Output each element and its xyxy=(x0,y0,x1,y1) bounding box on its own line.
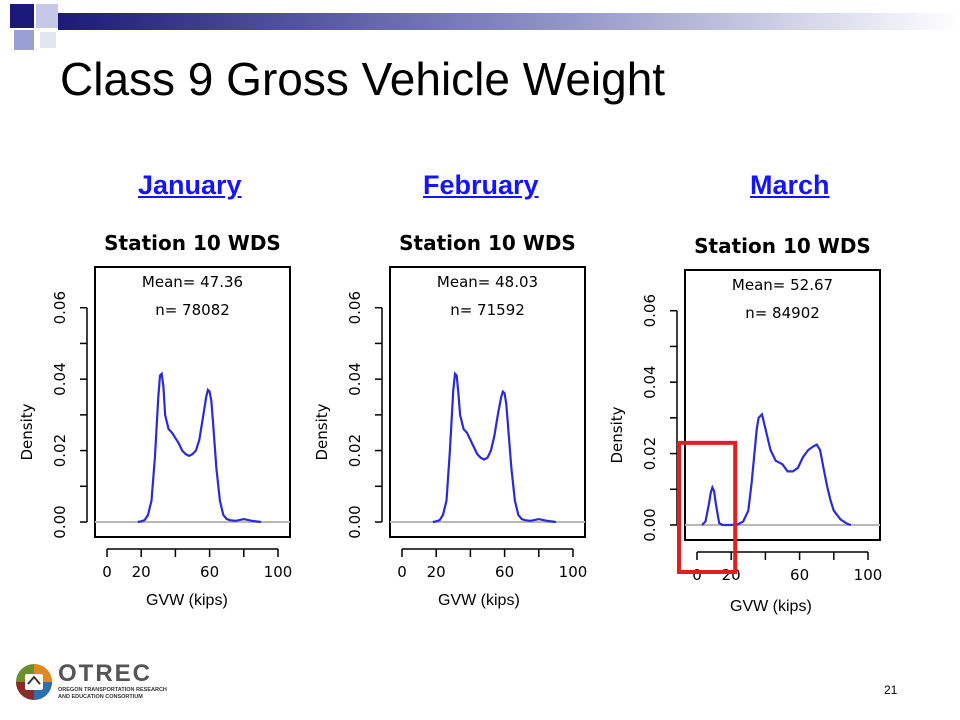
deco-square-dark xyxy=(10,4,34,28)
chart-title: Station 10 WDS xyxy=(694,234,871,258)
y-tick-label: 0.02 xyxy=(51,434,69,467)
y-tick-label: 0.00 xyxy=(346,505,364,538)
density-chart-march: Station 10 WDS Mean= 52.67 n= 84902 0.00 0.0… xyxy=(608,234,883,584)
y-tick-label: 0.00 xyxy=(641,508,659,541)
mean-annotation: Mean= 52.67 xyxy=(732,276,833,294)
mean-annotation: Mean= 48.03 xyxy=(437,273,538,291)
y-tick-label: 0.00 xyxy=(51,505,69,538)
y-tick-label: 0.04 xyxy=(51,362,69,395)
mean-annotation: Mean= 47.36 xyxy=(142,273,243,291)
otrec-logo: OTREC OREGON TRANSPORTATION RESEARCH AND… xyxy=(14,660,174,710)
n-annotation: n= 78082 xyxy=(155,301,230,319)
y-axis-label: Density xyxy=(313,403,331,460)
n-annotation: n= 71592 xyxy=(450,301,525,319)
deco-square-mid xyxy=(14,30,34,50)
chart-title: Station 10 WDS xyxy=(399,231,576,255)
x-tick-label: 0 xyxy=(102,563,112,581)
y-tick-label: 0.06 xyxy=(51,291,69,324)
x-tick-label: 100 xyxy=(854,566,883,584)
x-tick-label: 0 xyxy=(692,566,702,584)
plot-frame xyxy=(94,266,291,538)
x-tick-label: 20 xyxy=(427,563,446,581)
chart-title: Station 10 WDS xyxy=(104,231,281,255)
logo-subtitle: OREGON TRANSPORTATION RESEARCH AND EDUCA… xyxy=(58,687,167,701)
x-tick-label: 20 xyxy=(132,563,151,581)
n-annotation: n= 84902 xyxy=(745,304,820,322)
x-tick-label: 20 xyxy=(722,566,741,584)
deco-square-light xyxy=(36,4,58,28)
density-curve xyxy=(701,412,852,527)
title-bar xyxy=(58,13,960,30)
page-number: 21 xyxy=(884,683,898,697)
month-link-march[interactable]: March xyxy=(750,170,830,200)
month-link-february[interactable]: February xyxy=(423,170,539,200)
y-axis-label: Density xyxy=(18,403,36,460)
highlight-box xyxy=(677,440,738,574)
plot-frame xyxy=(684,269,881,541)
x-tick-label: 100 xyxy=(559,563,588,581)
y-tick-label: 0.02 xyxy=(346,434,364,467)
y-axis-label: Density xyxy=(608,406,626,463)
x-caption-february: GVW (kips) xyxy=(438,592,520,609)
logo-subtitle-line1: OREGON TRANSPORTATION RESEARCH xyxy=(58,687,167,693)
y-tick-label: 0.06 xyxy=(641,294,659,327)
slide-title: Class 9 Gross Vehicle Weight xyxy=(60,53,666,105)
density-curve xyxy=(432,371,557,524)
otrec-emblem-icon xyxy=(16,664,52,700)
x-caption-march: GVW (kips) xyxy=(730,598,812,615)
deco-square-pale xyxy=(40,32,56,48)
y-tick-label: 0.06 xyxy=(346,291,364,324)
x-tick-label: 60 xyxy=(790,566,809,584)
y-tick-label: 0.04 xyxy=(346,362,364,395)
density-curve xyxy=(137,371,262,524)
logo-wordmark: OTREC xyxy=(58,660,152,687)
x-tick-label: 100 xyxy=(264,563,293,581)
x-caption-january: GVW (kips) xyxy=(146,592,228,609)
y-tick-label: 0.02 xyxy=(641,437,659,470)
x-tick-label: 60 xyxy=(200,563,219,581)
plot-frame xyxy=(389,266,586,538)
y-tick-label: 0.04 xyxy=(641,365,659,398)
month-link-january[interactable]: January xyxy=(138,170,242,200)
density-chart-january: Station 10 WDS Mean= 47.36 n= 78082 0.00 0.0… xyxy=(18,231,293,581)
x-tick-label: 0 xyxy=(397,563,407,581)
logo-subtitle-line2: AND EDUCATION CONSORTIUM xyxy=(58,694,143,700)
density-chart-february: Station 10 WDS Mean= 48.03 n= 71592 0.00 0.0… xyxy=(313,231,588,581)
x-tick-label: 60 xyxy=(495,563,514,581)
